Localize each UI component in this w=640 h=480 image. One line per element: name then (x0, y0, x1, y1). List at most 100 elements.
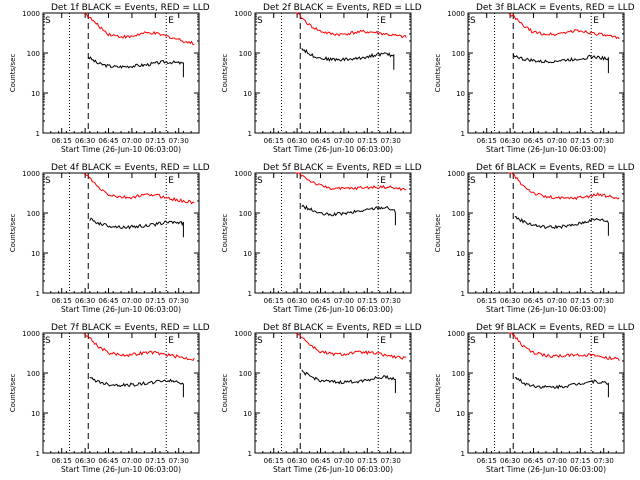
chart-title: Det 3f BLACK = Events, RED = LLD (476, 3, 635, 13)
x-tick-label: 07:15 (145, 137, 165, 145)
y-tick-label: 10 (31, 410, 40, 418)
events-series-line (301, 369, 396, 394)
y-tick-label: 1000 (234, 10, 252, 18)
axis-frame (467, 332, 625, 454)
end-mark: E (168, 176, 174, 186)
x-tick-label: 06:15 (52, 297, 72, 305)
x-tick-label: 07:15 (145, 457, 165, 465)
axis-frame (42, 332, 200, 454)
x-tick-label: 07:00 (547, 457, 567, 465)
chart-title: Det 7f BLACK = Events, RED = LLD (51, 323, 210, 333)
start-mark: S (257, 16, 263, 26)
x-axis-label: Start Time (26-Jun-10 06:03:00) (486, 305, 606, 314)
chart-panel-3: Det 3f BLACK = Events, RED = LLD 1 10 100 10… (434, 3, 635, 154)
events-series-line (301, 204, 396, 226)
y-tick-label: 100 (452, 370, 465, 378)
x-axis-label: Start Time (26-Jun-10 06:03:00) (273, 305, 393, 314)
x-tick-label: 06:45 (523, 137, 543, 145)
lld-series-line (83, 172, 195, 205)
end-mark: E (593, 176, 599, 186)
chart-panel-7: Det 7f BLACK = Events, RED = LLD 1 10 100 10… (9, 323, 210, 474)
x-tick-label: 06:45 (310, 137, 330, 145)
y-tick-label: 100 (239, 50, 252, 58)
x-tick-label: 06:15 (52, 137, 72, 145)
y-tick-label: 1 (36, 130, 40, 138)
y-tick-label: 1000 (22, 170, 40, 178)
end-mark: E (593, 16, 599, 26)
x-tick-label: 06:15 (477, 297, 497, 305)
axis-frame (254, 12, 412, 134)
y-tick-label: 10 (456, 250, 465, 258)
y-axis-label: Counts/sec (434, 374, 442, 413)
events-series-line (89, 376, 184, 398)
lld-series-line (83, 332, 195, 362)
chart-panel-1: Det 1f BLACK = Events, RED = LLD 1 10 100 10… (9, 3, 210, 154)
events-series-line (301, 47, 395, 70)
chart-panel-2: Det 2f BLACK = Events, RED = LLD 1 10 100 10… (221, 3, 422, 154)
y-tick-label: 1 (461, 130, 465, 138)
chart-panel-9: Det 9f BLACK = Events, RED = LLD 1 10 100 10… (434, 323, 635, 474)
y-tick-label: 100 (27, 370, 40, 378)
events-series-line (512, 53, 609, 74)
x-tick-label: 06:15 (264, 457, 284, 465)
y-tick-label: 10 (456, 90, 465, 98)
end-mark: E (380, 16, 386, 26)
x-axis-label: Start Time (26-Jun-10 06:03:00) (61, 145, 181, 154)
x-tick-label: 07:30 (381, 297, 401, 305)
x-axis-label: Start Time (26-Jun-10 06:03:00) (486, 465, 606, 474)
chart-title: Det 1f BLACK = Events, RED = LLD (51, 3, 210, 13)
x-tick-label: 07:15 (145, 297, 165, 305)
x-tick-label: 06:45 (98, 457, 118, 465)
y-tick-label: 1 (461, 450, 465, 458)
x-tick-label: 07:00 (122, 297, 142, 305)
y-axis-label: Counts/sec (221, 54, 229, 93)
x-tick-label: 07:00 (334, 297, 354, 305)
chart-panel-8: Det 8f BLACK = Events, RED = LLD 1 10 100 10… (221, 323, 422, 474)
x-tick-label: 07:30 (169, 457, 189, 465)
chart-title: Det 9f BLACK = Events, RED = LLD (476, 323, 635, 333)
start-mark: S (257, 176, 263, 186)
y-tick-label: 100 (239, 370, 252, 378)
y-tick-label: 1000 (22, 330, 40, 338)
y-tick-label: 100 (27, 50, 40, 58)
x-tick-label: 06:30 (500, 137, 520, 145)
lld-series-line (508, 172, 620, 201)
y-tick-label: 1 (248, 130, 252, 138)
chart-title: Det 8f BLACK = Events, RED = LLD (263, 323, 422, 333)
x-tick-label: 06:30 (75, 457, 95, 465)
x-tick-label: 06:30 (500, 457, 520, 465)
start-mark: S (470, 336, 476, 346)
events-series-line (514, 377, 609, 398)
events-series-line (514, 216, 609, 236)
y-axis-label: Counts/sec (434, 214, 442, 253)
chart-title: Det 4f BLACK = Events, RED = LLD (51, 163, 210, 173)
x-tick-label: 07:15 (357, 457, 377, 465)
axis-frame (467, 172, 625, 294)
x-tick-label: 07:30 (381, 137, 401, 145)
chart-panel-5: Det 5f BLACK = Events, RED = LLD 1 10 100 10… (221, 163, 422, 314)
x-axis-label: Start Time (26-Jun-10 06:03:00) (61, 305, 181, 314)
y-axis-label: Counts/sec (9, 374, 17, 413)
axis-frame (42, 172, 200, 294)
chart-title: Det 2f BLACK = Events, RED = LLD (263, 3, 422, 13)
y-tick-label: 10 (456, 410, 465, 418)
start-mark: S (470, 176, 476, 186)
y-tick-label: 100 (27, 210, 40, 218)
x-tick-label: 06:30 (287, 297, 307, 305)
lld-series-line (295, 12, 407, 39)
x-tick-label: 06:30 (287, 457, 307, 465)
events-series-line (89, 217, 184, 238)
y-axis-label: Counts/sec (221, 214, 229, 253)
x-tick-label: 07:30 (381, 457, 401, 465)
x-axis-label: Start Time (26-Jun-10 06:03:00) (273, 465, 393, 474)
x-tick-label: 06:45 (310, 297, 330, 305)
chart-panel-6: Det 6f BLACK = Events, RED = LLD 1 10 100 10… (434, 163, 635, 314)
x-tick-label: 07:30 (169, 137, 189, 145)
x-tick-label: 06:15 (477, 457, 497, 465)
x-tick-label: 07:00 (547, 297, 567, 305)
y-tick-label: 1000 (234, 330, 252, 338)
x-tick-label: 07:30 (594, 297, 614, 305)
end-mark: E (380, 176, 386, 186)
start-mark: S (45, 16, 51, 26)
